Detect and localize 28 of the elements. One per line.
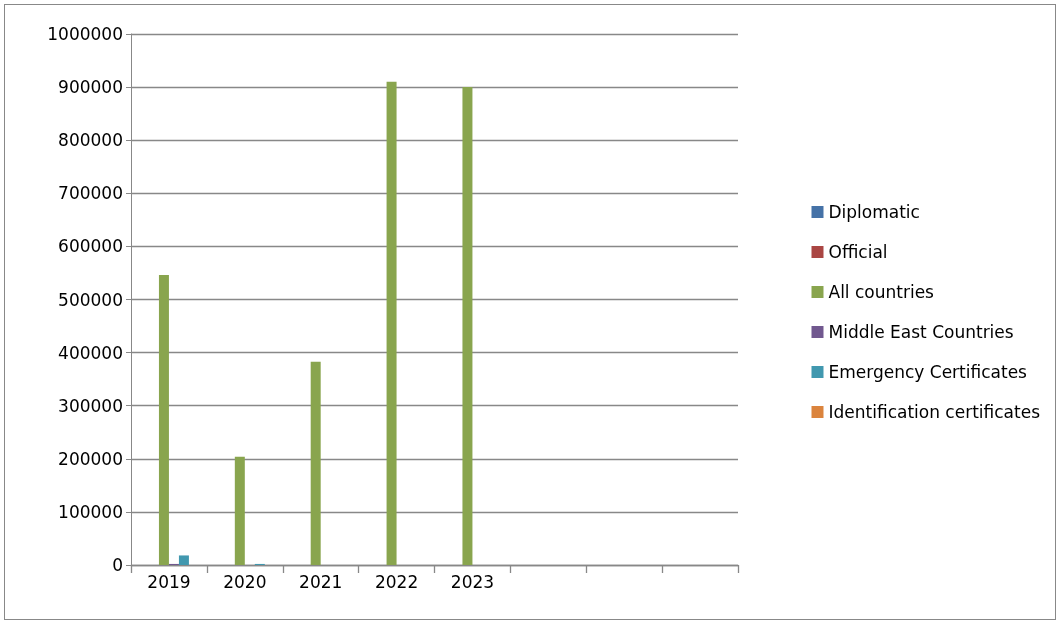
bar: [386, 81, 397, 565]
bar: [462, 87, 473, 565]
bar: [310, 361, 321, 565]
bar: [158, 275, 169, 565]
x-tick-label: 2023: [450, 571, 495, 592]
x-tick-label: 2020: [223, 571, 267, 592]
legend-label: All countries: [828, 282, 935, 302]
y-tick-label: 700000: [58, 183, 123, 204]
legend-label: Official: [828, 242, 888, 262]
y-tick-label: 800000: [58, 130, 123, 151]
y-tick-label: 1000000: [47, 24, 123, 44]
y-tick-label: 100000: [58, 501, 123, 522]
y-tick-label: 300000: [58, 395, 123, 416]
legend-label: Emergency Certificates: [828, 362, 1028, 382]
legend-label: Diplomatic: [828, 202, 920, 222]
x-tick-label: 2022: [374, 571, 419, 592]
x-tick-label: 2019: [147, 571, 191, 592]
y-tick-label: 200000: [58, 448, 123, 469]
y-tick-label: 0: [112, 555, 123, 575]
y-tick-label: 400000: [58, 342, 123, 363]
bar: [178, 555, 189, 565]
bar: [234, 456, 245, 565]
x-tick-label: 2021: [299, 571, 343, 592]
legend-label: Identification certificates: [828, 402, 1041, 422]
y-tick-label: 500000: [58, 289, 123, 310]
y-tick-label: 600000: [58, 236, 123, 257]
y-tick-label: 900000: [58, 77, 123, 98]
legend-label: Middle East Countries: [828, 322, 1014, 342]
